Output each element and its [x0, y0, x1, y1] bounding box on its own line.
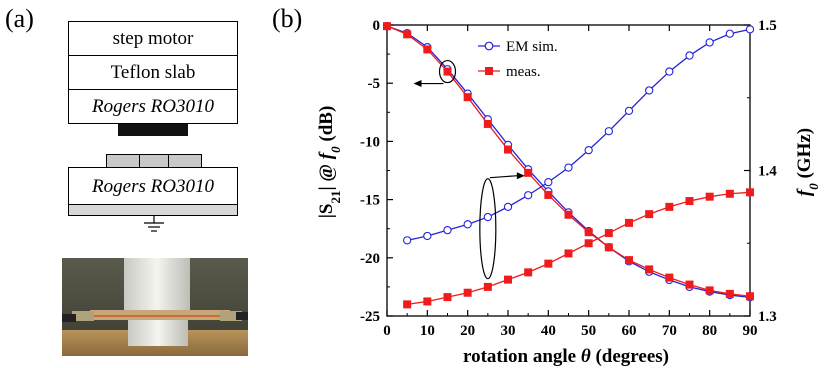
- x-tick-label: 10: [420, 323, 435, 339]
- data-point-meas-right: [705, 192, 714, 201]
- data-point-sim-right: [725, 29, 734, 38]
- data-point-meas-left: [645, 265, 654, 274]
- legend-sim-marker: [484, 41, 494, 51]
- data-point-meas-left: [544, 190, 553, 199]
- data-point-sim-right: [564, 163, 573, 172]
- y-right-tick-label: 1.4: [758, 164, 777, 180]
- y-left-tick-label: -10: [360, 134, 380, 150]
- data-point-meas-right: [564, 249, 573, 258]
- layer-rogers-bottom: Rogers RO3010: [68, 167, 238, 205]
- ground-symbol-icon: [144, 215, 164, 232]
- annotation-arrowhead-left: [413, 80, 422, 88]
- y-axis-left-label: |S21| @ f0 (dB): [316, 106, 343, 219]
- layer-teflon-slab: Teflon slab: [68, 55, 238, 90]
- y-right-tick-label: 1.5: [758, 18, 777, 34]
- data-point-meas-left: [584, 228, 593, 237]
- x-tick-label: 40: [541, 323, 556, 339]
- data-point-meas-right: [725, 189, 734, 198]
- data-point-meas-right: [645, 210, 654, 219]
- x-tick-label: 30: [501, 323, 516, 339]
- data-point-meas-left: [725, 289, 734, 298]
- x-tick-label: 60: [622, 323, 637, 339]
- data-point-meas-left: [463, 93, 472, 102]
- data-point-meas-right: [604, 229, 613, 238]
- data-point-sim-right: [685, 51, 694, 60]
- rotor-strip: [118, 124, 188, 136]
- legend-meas-marker: [485, 67, 493, 75]
- data-point-meas-left: [604, 243, 613, 252]
- legend: EM sim. meas.: [478, 39, 558, 80]
- data-point-sim-right: [705, 38, 714, 47]
- ground-plane: [68, 204, 238, 216]
- panel-label-b: (b): [272, 4, 303, 33]
- data-point-meas-left: [443, 67, 452, 76]
- annotation-ellipse-right: [479, 178, 497, 280]
- data-point-meas-right: [504, 275, 512, 284]
- rotation-setup-photo: [62, 258, 248, 356]
- x-tick-label: 20: [460, 323, 475, 339]
- x-tick-label: 90: [743, 323, 758, 339]
- data-point-sim-right: [745, 25, 755, 34]
- x-tick-label: 70: [662, 323, 677, 339]
- y-axis-right-label: f0 (GHz): [794, 128, 821, 196]
- data-point-meas-right: [463, 288, 472, 297]
- x-tick-label: 50: [581, 323, 596, 339]
- data-point-meas-right: [443, 293, 452, 302]
- data-point-meas-left: [483, 119, 492, 128]
- data-point-sim-right: [423, 231, 432, 241]
- data-point-meas-right: [685, 197, 694, 206]
- data-point-meas-right: [544, 259, 553, 268]
- data-point-meas-left: [625, 256, 633, 265]
- data-point-meas-right: [423, 297, 432, 306]
- data-point-meas-left: [403, 30, 412, 39]
- annotation-arrow-right: [489, 175, 518, 179]
- data-point-sim-right: [544, 177, 553, 187]
- data-point-meas-right: [483, 282, 492, 291]
- data-point-meas-right: [665, 202, 674, 211]
- data-point-sim-right: [624, 106, 634, 115]
- data-point-sim-right: [645, 86, 654, 95]
- data-point-meas-left: [383, 22, 391, 31]
- data-point-meas-right: [746, 188, 754, 197]
- annotation-arrowhead-right: [516, 172, 525, 180]
- data-point-sim-right: [604, 127, 613, 136]
- data-point-sim-right: [403, 236, 412, 245]
- y-left-tick-label: -25: [360, 309, 380, 325]
- annotation-ellipse-left: [438, 59, 457, 84]
- legend-meas-label: meas.: [506, 64, 541, 80]
- data-point-sim-right: [665, 67, 674, 76]
- data-point-meas-left: [524, 168, 533, 177]
- data-point-meas-right: [625, 218, 633, 227]
- legend-sim-label: EM sim.: [506, 39, 558, 55]
- data-point-meas-left: [423, 45, 432, 54]
- x-tick-label: 80: [702, 323, 717, 339]
- panel-label-a: (a): [5, 4, 34, 33]
- y-right-tick-label: 1.3: [758, 309, 777, 325]
- data-point-sim-right: [463, 220, 472, 229]
- data-point-meas-right: [584, 239, 593, 248]
- data-point-meas-left: [665, 273, 674, 282]
- data-point-meas-left: [504, 145, 512, 154]
- y-left-tick-label: -5: [368, 76, 381, 92]
- series-line-sim-right: [407, 28, 751, 241]
- data-point-sim-right: [443, 226, 452, 235]
- data-point-meas-right: [403, 300, 412, 309]
- x-axis-label: rotation angle θ (degrees): [463, 346, 669, 367]
- data-point-meas-right: [524, 268, 533, 277]
- data-point-meas-left: [685, 280, 694, 289]
- y-left-tick-label: 0: [373, 18, 381, 34]
- x-tick-label: 0: [383, 323, 391, 339]
- y-left-tick-label: -15: [360, 193, 380, 209]
- data-point-sim-right: [584, 145, 593, 155]
- data-point-meas-left: [705, 286, 714, 295]
- layer-rogers-top: Rogers RO3010: [68, 89, 238, 124]
- data-point-meas-left: [564, 210, 573, 219]
- data-point-sim-right: [483, 212, 492, 222]
- data-point-sim-right: [524, 191, 533, 200]
- data-point-meas-left: [746, 292, 754, 301]
- y-left-tick-label: -20: [360, 251, 380, 267]
- data-point-sim-right: [503, 202, 513, 212]
